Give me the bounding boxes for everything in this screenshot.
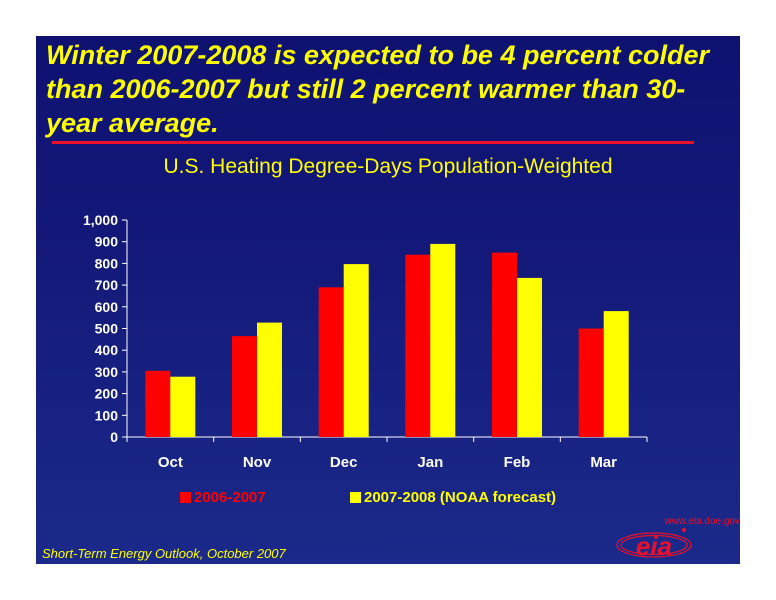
y-tick-label: 1,000 [83, 212, 118, 228]
y-tick-label: 900 [95, 234, 119, 250]
eia-logo: www.eia.doe.gov eia [616, 516, 740, 564]
bar-2007-2008-noaa-forecast-feb [517, 277, 542, 437]
x-tick-label-jan: Jan [417, 454, 443, 471]
bar-2006-2007-nov [232, 336, 257, 437]
bar-2007-2008-noaa-forecast-oct [170, 376, 196, 437]
legend-item-2006-2007: 2006-2007 [180, 489, 266, 506]
legend-item-2007-2008: 2007-2008 (NOAA forecast) [350, 489, 556, 506]
legend-label-2006-2007: 2006-2007 [194, 489, 266, 506]
bar-2007-2008-noaa-forecast-nov [257, 322, 282, 437]
y-tick-label: 200 [95, 386, 119, 402]
y-tick-label: 700 [95, 277, 119, 293]
headline-divider [52, 141, 694, 144]
logo-wordmark: eia [636, 531, 672, 561]
y-tick-label: 100 [95, 407, 119, 423]
bar-2006-2007-jan [405, 254, 431, 437]
x-tick-label-mar: Mar [590, 454, 617, 471]
chart-title: U.S. Heating Degree-Days Population-Weig… [163, 155, 613, 178]
legend: 2006-2007 2007-2008 (NOAA forecast) [180, 489, 680, 513]
slide: Winter 2007-2008 is expected to be 4 per… [36, 36, 740, 564]
bar-2007-2008-noaa-forecast-jan [430, 243, 456, 437]
logo-url-text: www.eia.doe.gov [664, 516, 740, 527]
headline: Winter 2007-2008 is expected to be 4 per… [46, 40, 710, 138]
y-tick-label: 600 [95, 299, 119, 315]
x-tick-label-nov: Nov [243, 454, 272, 471]
y-tick-label: 800 [95, 255, 119, 271]
y-tick-label: 0 [110, 429, 118, 445]
y-tick-label: 500 [95, 321, 119, 337]
bar-chart: 0 100 200 300 400 500 600 700 800 900 1,000 Oct Nov… [83, 212, 648, 471]
legend-swatch-2007-2008 [350, 492, 361, 503]
bar-2006-2007-feb [492, 252, 517, 437]
legend-swatch-2006-2007 [180, 492, 191, 503]
eia-logo-mark: eia [616, 528, 692, 561]
bar-2007-2008-noaa-forecast-mar [603, 311, 629, 437]
x-tick-label-oct: Oct [158, 454, 183, 471]
source-citation: Short-Term Energy Outlook, October 2007 [42, 546, 286, 561]
bar-2006-2007-mar [578, 328, 604, 437]
x-tick-label-feb: Feb [504, 454, 531, 471]
bar-2006-2007-oct [145, 370, 171, 437]
x-tick-label-dec: Dec [330, 454, 358, 471]
legend-label-2007-2008: 2007-2008 (NOAA forecast) [364, 489, 557, 506]
bar-2006-2007-dec [318, 287, 344, 437]
y-tick-label: 400 [95, 342, 119, 358]
bar-2007-2008-noaa-forecast-dec [343, 264, 369, 437]
y-tick-label: 300 [95, 364, 119, 380]
